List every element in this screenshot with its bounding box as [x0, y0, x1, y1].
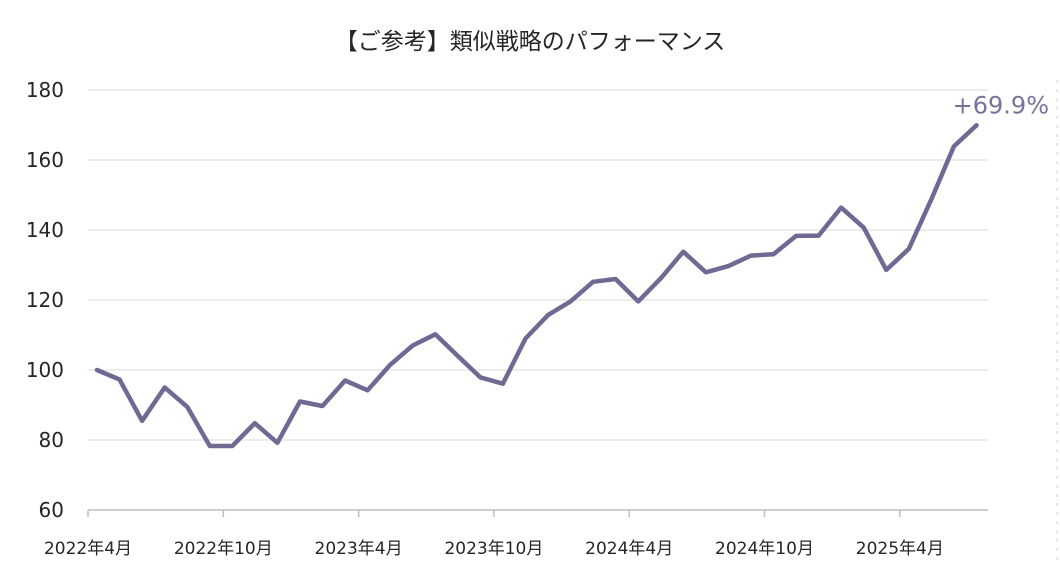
x-tick-label: 2025年4月: [856, 539, 944, 559]
y-tick-label: 180: [26, 78, 64, 102]
gridlines: [88, 80, 1058, 560]
series-line: [94, 123, 979, 449]
axes: [87, 509, 988, 517]
y-tick-label: 140: [26, 218, 64, 242]
chart-title: 【ご参考】類似戦略のパフォーマンス: [334, 29, 726, 55]
x-tick-label: 2023年4月: [315, 539, 403, 559]
end-value-label: +69.9%: [953, 91, 1049, 119]
x-tick-label: 2024年4月: [585, 539, 673, 559]
x-tick-label: 2022年4月: [44, 539, 132, 559]
y-tick-label: 60: [39, 498, 64, 522]
y-tick-label: 120: [26, 288, 64, 312]
x-tick-label: 2023年10月: [444, 539, 543, 559]
labels: 60 80 100 120 140 160 180 2022年4月 2022年10月 2023年4…: [26, 78, 1049, 559]
y-tick-label: 80: [39, 428, 64, 452]
x-tick-label: 2022年10月: [174, 539, 273, 559]
series-layer: [94, 123, 979, 449]
y-tick-label: 160: [26, 148, 64, 172]
x-tick-label: 2024年10月: [715, 539, 814, 559]
y-tick-label: 100: [26, 358, 64, 382]
